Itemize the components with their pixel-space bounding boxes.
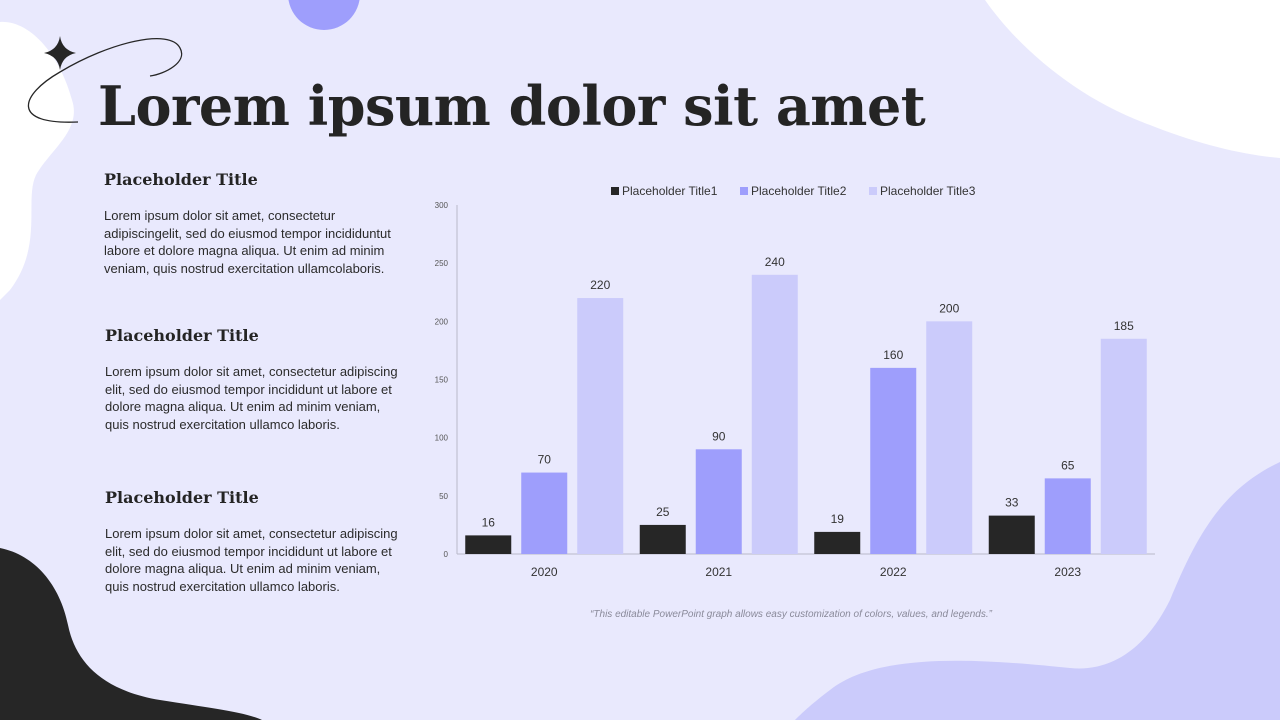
data-label: 25 (656, 505, 670, 519)
text-block-3: Placeholder Title Lorem ipsum dolor sit … (105, 488, 405, 595)
data-label: 185 (1114, 319, 1134, 333)
bar (465, 535, 512, 554)
x-tick-label: 2021 (705, 565, 732, 579)
data-label: 240 (765, 255, 785, 269)
y-tick-label: 250 (435, 259, 449, 268)
bar (1100, 338, 1147, 554)
x-tick-label: 2020 (531, 565, 558, 579)
data-label: 220 (590, 278, 610, 292)
y-tick-label: 200 (435, 317, 449, 326)
block-body: Lorem ipsum dolor sit amet, consectetur … (105, 526, 398, 594)
block-body: Lorem ipsum dolor sit amet, consectetur … (105, 364, 398, 432)
bar (521, 472, 568, 554)
bar-chart: 0 50 100 150 200 250 300 16 70 220 2020 25 90 240 2021… (435, 184, 1155, 579)
block-heading: Placeholder Title (104, 170, 258, 189)
bar (751, 274, 798, 554)
data-label: 33 (1005, 496, 1019, 510)
y-tick-label: 300 (435, 201, 449, 210)
white-blob-top-right (985, 0, 1280, 158)
y-tick-label: 100 (435, 434, 449, 443)
bar (814, 531, 861, 554)
legend-swatch (611, 187, 619, 195)
bar (695, 449, 742, 554)
data-label: 16 (482, 515, 496, 529)
data-label: 65 (1061, 458, 1075, 472)
text-block-2: Placeholder Title Lorem ipsum dolor sit … (105, 326, 405, 433)
block-heading: Placeholder Title (105, 488, 259, 507)
bar (870, 367, 917, 554)
orbit-line (27, 38, 183, 123)
x-tick-label: 2023 (1054, 565, 1081, 579)
block-body: Lorem ipsum dolor sit amet, consectetur … (104, 208, 391, 276)
bar (1044, 478, 1091, 554)
legend-label: Placeholder Title1 (622, 184, 718, 198)
legend-label: Placeholder Title2 (751, 184, 847, 198)
block-heading: Placeholder Title (105, 326, 259, 345)
purple-circle (288, 0, 360, 30)
bar (926, 321, 973, 554)
legend-swatch (869, 187, 877, 195)
sparkle-star-icon (44, 36, 76, 70)
data-label: 160 (883, 348, 903, 362)
bar (577, 298, 624, 554)
legend-label: Placeholder Title3 (880, 184, 976, 198)
page-title: Lorem ipsum dolor sit amet (98, 74, 926, 138)
y-tick-label: 150 (435, 376, 449, 385)
data-label: 200 (939, 301, 959, 315)
text-block-1: Placeholder Title Lorem ipsum dolor sit … (104, 170, 404, 277)
y-tick-label: 0 (444, 550, 449, 559)
x-tick-label: 2022 (880, 565, 907, 579)
legend-swatch (740, 187, 748, 195)
dark-blob-bottom-left (0, 548, 262, 720)
light-blob-bottom-right (795, 462, 1280, 720)
y-tick-label: 50 (439, 492, 448, 501)
white-blob-left (0, 21, 74, 301)
data-label: 70 (538, 453, 552, 467)
chart-caption: “This editable PowerPoint graph allows e… (590, 609, 992, 620)
bar (988, 515, 1035, 554)
data-label: 19 (831, 512, 845, 526)
bar (639, 524, 686, 554)
data-label: 90 (712, 429, 726, 443)
